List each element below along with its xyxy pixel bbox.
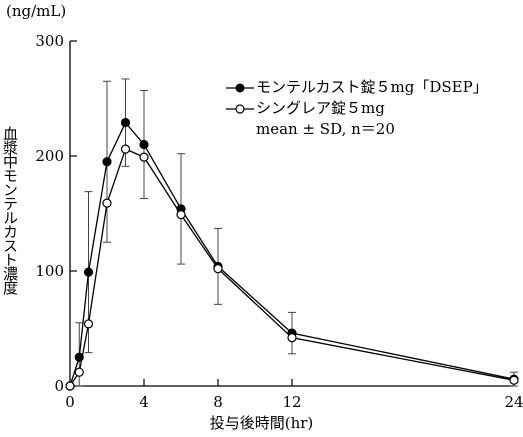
x-tick-label: 8 (213, 393, 223, 411)
legend-note: mean ± SD, n＝20 (256, 120, 395, 138)
data-point-series-2 (139, 152, 149, 162)
data-point-series-1 (74, 352, 84, 362)
legend: モンテルカスト錠５mg「DSEP」 シングレア錠５mg mean ± SD, n… (226, 77, 488, 140)
series-line-1 (69, 121, 515, 387)
data-point-series-2 (83, 319, 94, 329)
legend-label-series-1: モンテルカスト錠５mg「DSEP」 (256, 78, 488, 96)
data-point-series-2 (74, 367, 84, 377)
x-axis-label: 投与後時間(hr) (209, 414, 314, 432)
series-line-2 (69, 148, 515, 387)
data-point-series-2 (509, 375, 519, 385)
data-point-series-1 (139, 139, 149, 150)
legend-label-series-2: シングレア錠５mg (256, 99, 385, 117)
legend-item-series-1: モンテルカスト錠５mg「DSEP」 (226, 77, 488, 98)
data-point-series-1 (83, 267, 94, 277)
data-point-series-2 (120, 144, 131, 154)
open-circle-marker-icon (226, 103, 254, 115)
y-tick-label: 200 (35, 147, 64, 165)
y-unit-label: (ng/mL) (6, 2, 67, 20)
y-tick-label: 100 (35, 262, 64, 280)
x-tick-label: 4 (139, 393, 149, 411)
data-point-series-2 (287, 333, 297, 343)
data-point-series-1 (120, 118, 131, 128)
data-point-series-2 (213, 264, 223, 274)
data-point-series-2 (176, 210, 186, 220)
data-point-series-2 (102, 198, 112, 208)
data-point-series-1 (102, 157, 112, 167)
legend-item-series-2: シングレア錠５mg (226, 98, 488, 119)
y-tick-label: 300 (35, 32, 64, 50)
y-tick-label: 0 (54, 377, 64, 395)
x-tick-label: 0 (65, 393, 75, 411)
x-tick-label: 24 (504, 393, 523, 411)
data-point-series-2 (65, 381, 75, 391)
filled-circle-marker-icon (226, 82, 254, 94)
y-axis-label: 血漿中モンテルカスト濃度 (1, 126, 19, 294)
x-tick-label: 12 (282, 393, 301, 411)
